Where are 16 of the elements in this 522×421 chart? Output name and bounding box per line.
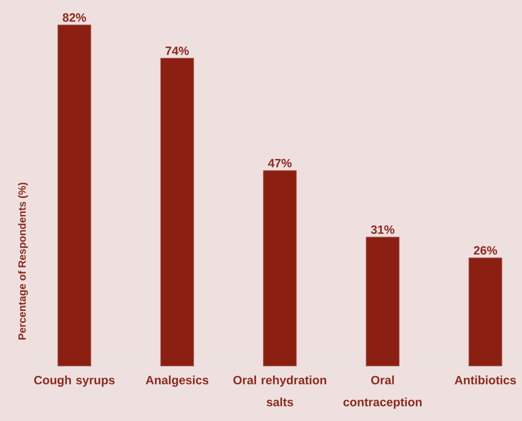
x-tick-label: Analgesics: [146, 376, 208, 387]
x-tick-label: Antibiotics: [454, 376, 516, 384]
bar: [263, 170, 297, 366]
x-tick-label: Oral rehydration salts: [233, 376, 326, 406]
data-label: 26%: [474, 246, 498, 255]
data-label: 82%: [62, 13, 86, 22]
x-tick-label: Cough syrups: [34, 376, 115, 387]
y-axis-title: Percentage of Respondents (%): [18, 182, 28, 340]
bar: [160, 58, 194, 366]
bar: [366, 236, 400, 366]
data-label: 74%: [166, 46, 189, 56]
bar: [468, 258, 502, 366]
x-tick-label: Oral contraception: [343, 376, 422, 409]
bar: [58, 24, 92, 366]
data-label: 47%: [268, 158, 292, 168]
data-label: 31%: [370, 225, 394, 234]
